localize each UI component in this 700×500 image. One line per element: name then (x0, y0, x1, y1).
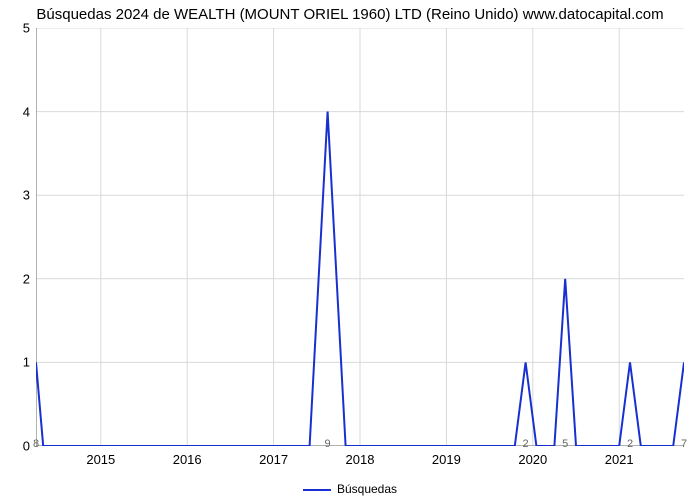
secondary-tick-label: 9 (325, 438, 331, 450)
secondary-tick-label: 5 (562, 438, 568, 450)
ytick-label: 5 (2, 21, 30, 36)
ytick-label: 0 (2, 439, 30, 454)
legend: Búsquedas (0, 482, 700, 496)
ytick-label: 3 (2, 188, 30, 203)
legend-label: Búsquedas (337, 482, 397, 496)
xtick-label: 2020 (518, 452, 547, 467)
secondary-tick-label: 2 (627, 438, 633, 450)
secondary-tick-label: 8 (33, 438, 39, 450)
xtick-label: 2018 (346, 452, 375, 467)
plot-area (36, 28, 684, 446)
xtick-label: 2015 (86, 452, 115, 467)
xtick-label: 2021 (605, 452, 634, 467)
xtick-label: 2017 (259, 452, 288, 467)
xtick-label: 2019 (432, 452, 461, 467)
secondary-tick-label: 2 (523, 438, 529, 450)
ytick-label: 2 (2, 271, 30, 286)
secondary-tick-label: 7 (681, 438, 687, 450)
ytick-label: 4 (2, 104, 30, 119)
chart-title: Búsquedas 2024 de WEALTH (MOUNT ORIEL 19… (0, 6, 700, 23)
xtick-label: 2016 (173, 452, 202, 467)
legend-swatch (303, 489, 331, 491)
ytick-label: 1 (2, 355, 30, 370)
